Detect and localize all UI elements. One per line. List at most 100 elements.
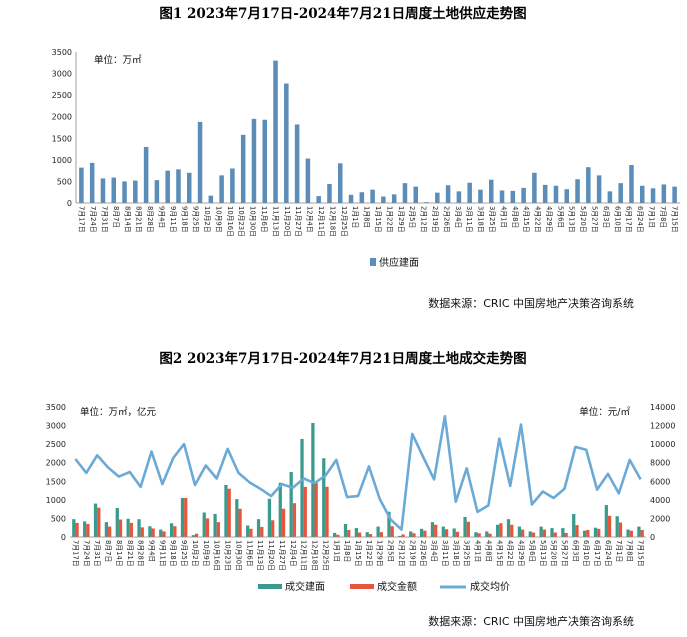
figure-2-x-tick-label: 10月9日 — [202, 540, 210, 567]
figure-1-bar — [89, 162, 95, 203]
figure-2-bar-amount — [640, 529, 644, 537]
figure-2-bar-amount — [97, 507, 101, 537]
figure-2-y-axis-left: 0 500 1000 1500 2000 2500 3000 3500 — [46, 403, 66, 542]
figure-1-bar — [197, 121, 203, 203]
figure-2-bar-amount — [477, 533, 481, 537]
figure-1-bar — [122, 181, 127, 203]
figure-2-x-tick-label: 6月3日 — [571, 540, 579, 562]
figure-2-bar-area — [474, 532, 478, 537]
figure-2-bar-amount — [173, 526, 177, 537]
figure-2-x-tick-label: 5月6日 — [528, 540, 536, 562]
figure-1-bar — [240, 134, 246, 203]
figure-2-bar-area — [224, 485, 228, 537]
figure-1-x-tick-label: 7月15日 — [670, 206, 678, 233]
figure-2-x-tick-label: 5月27日 — [560, 540, 568, 567]
figure-2-x-tick-label: 11月6日 — [245, 540, 253, 567]
figure-1-x-tick-label: 3月4日 — [454, 206, 462, 228]
figure-2-x-tick-label: 1月22日 — [365, 540, 373, 567]
figure-2-x-tick-label: 6月17日 — [593, 540, 601, 567]
figure-2-bar-area — [485, 531, 489, 537]
figure-1-bar — [154, 180, 160, 203]
figure-1-y-tick-label: 1000 — [52, 156, 72, 165]
figure-1-x-tick-label: 9月11日 — [169, 206, 177, 233]
figure-2-bar-area — [213, 513, 217, 537]
figure-1-y-tick-label: 2500 — [52, 91, 72, 100]
figure-1-x-tick-label: 5月13日 — [568, 206, 576, 233]
figure-1-x-tick-label: 10月30日 — [249, 206, 257, 237]
figure-2-bar-area — [354, 528, 358, 537]
figure-1-x-tick-label: 8月28日 — [146, 206, 154, 233]
figure-1-bar — [618, 183, 623, 203]
figure-1-x-tick-label: 12月11日 — [317, 206, 325, 237]
figure-2-bar-amount — [618, 522, 623, 537]
figure-1-y-tick-label: 1500 — [52, 134, 72, 143]
figure-2-x-tick-label: 3月18日 — [452, 540, 460, 567]
figure-2-x-tick-label: 2月12日 — [397, 540, 405, 567]
figure-1-x-tick-label: 9月18日 — [180, 206, 188, 233]
figure-2-bar-area — [137, 519, 141, 537]
figure-1-x-tick-label: 8月14日 — [123, 206, 131, 233]
figure-1-x-tick-label: 1月8日 — [363, 206, 371, 228]
figure-2-bar-amount — [586, 529, 590, 537]
figure-1-bar — [672, 186, 677, 203]
figure-2-x-axis: 7月17日 7月24日 7月31日 8月7日 8月14日 8月21日 8月28日 9月4日 9月… — [70, 536, 646, 571]
figure-2-bar-area — [517, 526, 522, 537]
figure-1-bar — [499, 190, 505, 203]
figure-2-x-tick-label: 6月10日 — [582, 540, 590, 567]
figure-1-x-tick-label: 3月18日 — [477, 206, 485, 233]
figure-1-y-tick-label: 2000 — [52, 113, 72, 122]
figure-2-x-tick-label: 12月18日 — [311, 540, 319, 571]
figure-2-x-tick-label: 7月24日 — [82, 540, 90, 567]
figure-2-bar-amount — [238, 508, 242, 537]
figure-1-legend: 供应建面 — [370, 256, 419, 269]
figure-2-bar-area — [550, 528, 554, 537]
figure-2-x-tick-label: 6月24日 — [604, 540, 612, 567]
figure-2-bar-amount — [118, 519, 123, 537]
figure-2-y-right-tick-label: 6000 — [650, 477, 670, 486]
figure-1-unit-label: 单位：万㎡ — [94, 54, 142, 66]
figure-1-bar — [478, 189, 483, 203]
figure-1-bar — [262, 119, 268, 203]
figure-1-x-axis: 7月17日 7月24日 7月31日 8月7日 8月14日 8月21日 8月28日 9月4日 9月… — [76, 202, 680, 237]
figure-1-bar — [111, 177, 117, 203]
figure-2-x-tick-label: 2月5日 — [387, 540, 395, 562]
figure-1-bar — [316, 196, 321, 203]
figure-2-y-left-tick-label: 2000 — [46, 459, 66, 468]
figure-2-bar-amount — [401, 534, 405, 537]
figure-2-bar-amount — [358, 532, 362, 537]
figure-2-x-tick-label: 5月13日 — [539, 540, 547, 567]
legend-swatch-amount — [350, 584, 374, 589]
figure-2-x-tick-label: 9月4日 — [148, 540, 156, 562]
figure-1-x-tick-label: 9月4日 — [157, 206, 165, 228]
figure-2-bar-area — [419, 528, 424, 537]
figure-1-x-tick-label: 5月20日 — [579, 206, 587, 233]
figure-2-x-tick-label: 12月25日 — [321, 540, 329, 571]
figure-2-x-tick-label: 4月15日 — [495, 540, 503, 567]
figure-2-bar-area — [267, 498, 272, 537]
figure-2-y-left-tick-label: 1000 — [46, 496, 66, 505]
figure-1-y-axis: 0 500 1000 1500 2000 2500 3000 3500 — [52, 48, 77, 208]
figure-1-x-tick-label: 7月31日 — [100, 206, 108, 233]
figure-1-bar — [381, 196, 386, 203]
figure-1-bar — [661, 184, 667, 203]
figure-1-bar — [456, 191, 462, 203]
figure-1-bar — [639, 185, 645, 203]
figure-1-bar — [586, 167, 591, 203]
figure-2-x-tick-label: 12月11日 — [300, 540, 308, 571]
figure-1-x-tick-label: 8月7日 — [112, 206, 120, 228]
figure-2-y-right-tick-label: 2000 — [650, 514, 670, 523]
figure-1-x-tick-label: 7月8日 — [659, 206, 667, 228]
figure-1-bar — [305, 158, 311, 203]
figure-1-x-tick-label: 7月24日 — [89, 206, 97, 233]
figure-1-x-tick-label: 10月16日 — [226, 206, 234, 237]
figure-1-bar — [575, 179, 580, 203]
figure-2-x-tick-label: 1月29日 — [376, 540, 384, 567]
figure-2-x-tick-label: 2月26日 — [419, 540, 427, 567]
figure-2-x-tick-label: 3月25日 — [463, 540, 471, 567]
figure-2-x-tick-label: 11月13日 — [256, 540, 264, 571]
figure-2-bar-area — [159, 529, 163, 537]
figure-1-x-tick-label: 9月25日 — [192, 206, 200, 233]
figure-2-bar-area — [626, 529, 630, 537]
figure-2-bar-area — [561, 528, 565, 537]
